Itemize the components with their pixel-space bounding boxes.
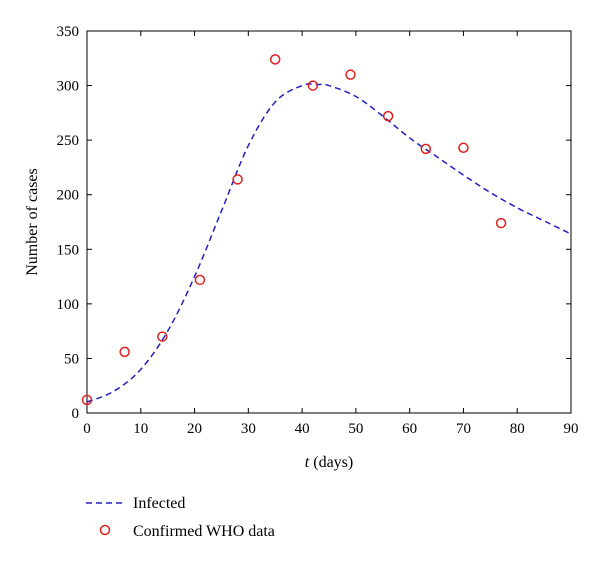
y-tick-label-2: 100 <box>57 297 80 313</box>
x-tick-label-2: 20 <box>187 421 202 437</box>
ticks: 0 10 20 30 40 50 60 70 80 90 0 50 100 150 200 250 300 350 <box>57 24 579 437</box>
marks <box>81 54 572 406</box>
data-point-1 <box>119 346 130 358</box>
x-tick-label-0: 0 <box>83 421 91 437</box>
x-tick-label-4: 40 <box>295 421 310 437</box>
x-tick-label-8: 80 <box>510 421 525 437</box>
data-point-0 <box>81 394 93 406</box>
data-point-10 <box>458 142 469 154</box>
y-tick-label-3: 150 <box>57 242 80 258</box>
data-point-5 <box>269 54 281 65</box>
y-tick-label-5: 250 <box>57 133 80 149</box>
y-tick-label-4: 200 <box>57 188 80 204</box>
series-line-infected <box>86 83 572 403</box>
data-point-4 <box>232 174 243 185</box>
x-tick-label-1: 10 <box>133 421 148 437</box>
y-axis-label: Number of cases <box>24 168 41 276</box>
legend-marker-who <box>99 524 111 536</box>
data-point-3 <box>194 274 206 286</box>
plot-frame <box>86 30 572 414</box>
data-point-8 <box>382 110 394 122</box>
x-tick-label-6: 60 <box>402 421 417 437</box>
data-point-11 <box>495 217 507 229</box>
legend-label-infected: Infected <box>133 495 185 512</box>
x-axis-label-unit: (days) <box>309 454 353 471</box>
legend: Infected Confirmed WHO data <box>86 495 275 540</box>
x-tick-label-3: 30 <box>241 421 256 437</box>
y-tick-label-7: 350 <box>57 24 80 40</box>
data-point-7 <box>345 69 356 80</box>
x-tick-label-5: 50 <box>348 421 363 437</box>
x-axis-label-var: t <box>305 454 310 471</box>
legend-label-who: Confirmed WHO data <box>133 523 275 540</box>
x-axis-label: t (days) <box>305 454 353 471</box>
data-point-2 <box>157 331 168 342</box>
y-tick-label-1: 50 <box>64 351 79 367</box>
data-point-6 <box>307 80 319 91</box>
data-point-9 <box>420 143 432 155</box>
y-tick-label-0: 0 <box>72 406 80 422</box>
x-tick-label-7: 70 <box>456 421 471 437</box>
x-tick-label-9: 90 <box>564 421 579 437</box>
y-tick-label-6: 300 <box>57 79 80 95</box>
